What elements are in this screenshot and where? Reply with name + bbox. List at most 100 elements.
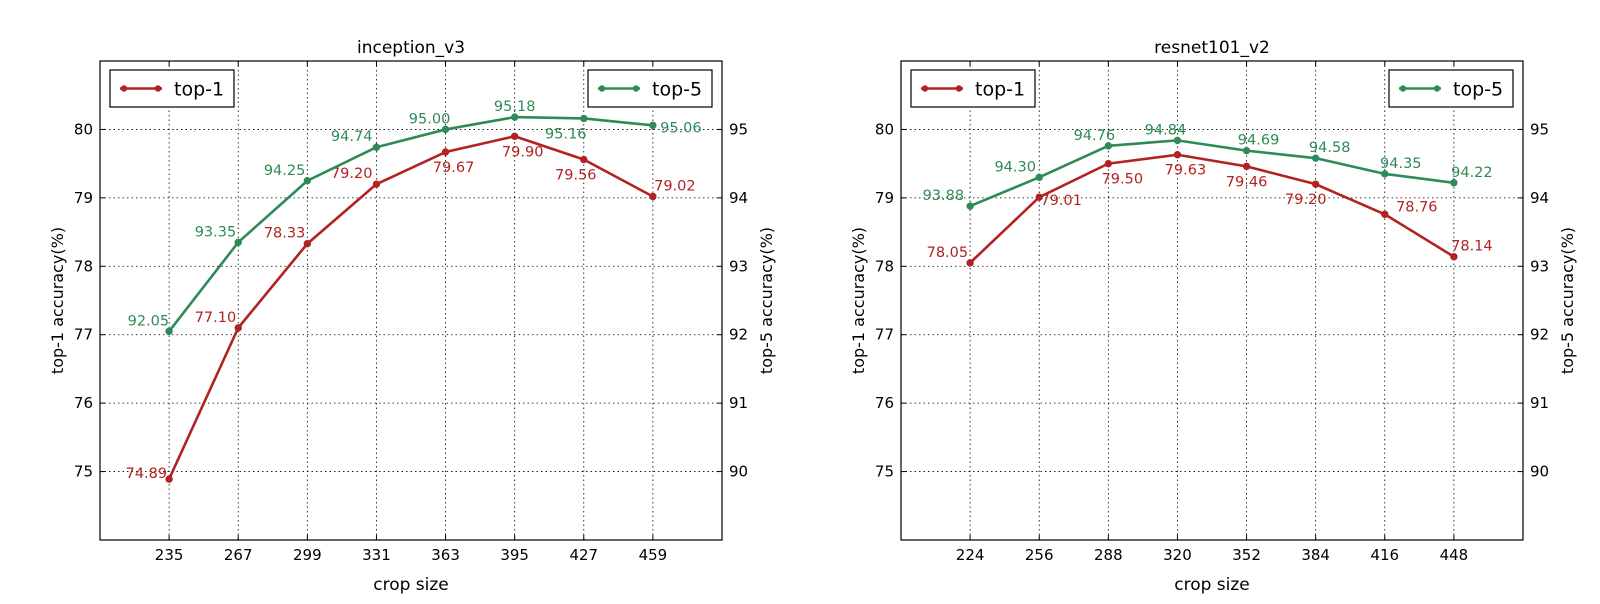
data-label: 94.69 <box>1238 133 1280 149</box>
data-label: 79.46 <box>1226 174 1268 190</box>
data-point <box>372 143 381 151</box>
legend-swatch-marker <box>921 85 929 92</box>
data-label: 78.76 <box>1396 199 1438 215</box>
legend-swatch-marker <box>120 85 128 92</box>
data-point <box>1381 210 1389 218</box>
data-point <box>234 324 242 332</box>
y-tick-label: 78 <box>74 257 93 275</box>
legend-label: top-1 <box>174 79 224 101</box>
data-point <box>1104 142 1113 150</box>
y-tick-label: 77 <box>74 326 93 344</box>
y-tick-label: 76 <box>74 394 93 412</box>
legend-top-5: top-5 <box>1388 69 1514 108</box>
data-label: 95.18 <box>494 99 536 115</box>
y-tick-label: 76 <box>875 394 894 412</box>
gridlines <box>100 61 722 540</box>
data-point <box>1381 170 1389 178</box>
x-tick-label: 256 <box>1025 546 1054 564</box>
y2-axis-label: top-5 accuracy(%) <box>757 227 776 374</box>
data-point <box>165 327 173 335</box>
y-tick-label: 77 <box>875 326 894 344</box>
series-top-1: 78.05 79.01 79.50 79.63 79.46 79.20 78.76 78.14 <box>927 151 1493 267</box>
data-label: 79.90 <box>502 144 544 160</box>
x-tick-label: 331 <box>362 546 391 564</box>
data-label: 79.01 <box>1040 193 1082 209</box>
data-point <box>1450 253 1458 261</box>
data-label: 94.84 <box>1145 122 1187 138</box>
x-tick-label: 384 <box>1301 546 1330 564</box>
y2-tick-label: 94 <box>1530 189 1549 207</box>
data-point <box>303 177 312 185</box>
x-tick-label: 235 <box>155 546 184 564</box>
legend-label: top-1 <box>975 79 1025 101</box>
data-label: 94.74 <box>331 129 373 145</box>
plot-frame <box>900 60 1524 541</box>
legend-swatch-marker <box>632 85 640 92</box>
data-label: 95.00 <box>409 111 451 127</box>
data-label: 79.63 <box>1165 163 1207 179</box>
data-point <box>1104 159 1113 168</box>
data-point <box>1173 136 1182 145</box>
y2-tick-label: 92 <box>1530 326 1549 344</box>
series-line-top-5 <box>168 115 654 333</box>
legend-swatch-marker <box>154 85 162 92</box>
data-label: 93.88 <box>923 188 965 204</box>
x-tick-label: 352 <box>1232 546 1261 564</box>
data-label: 78.14 <box>1451 239 1493 255</box>
data-label: 79.20 <box>331 166 373 182</box>
series-top-1: 74.89 77.10 78.33 79.20 79.67 79.90 79.56 79.02 <box>126 132 696 483</box>
data-point <box>1035 173 1043 182</box>
legend-top-5: top-5 <box>587 69 713 108</box>
data-label: 94.22 <box>1451 165 1493 181</box>
chart-title: resnet101_v2 <box>1154 38 1270 58</box>
data-point <box>441 125 450 134</box>
x-tick-label: 363 <box>431 546 460 564</box>
legend-label: top-5 <box>1453 79 1503 101</box>
data-point <box>1450 179 1458 187</box>
data-point <box>165 475 173 483</box>
y2-tick-label: 95 <box>729 120 748 138</box>
y2-tick-label: 95 <box>1530 120 1549 138</box>
y2-tick-label: 92 <box>729 326 748 344</box>
data-point <box>1035 193 1043 201</box>
data-label: 94.30 <box>994 159 1036 175</box>
x-tick-label: 459 <box>639 546 668 564</box>
data-point <box>372 180 381 188</box>
x-tick-label: 427 <box>569 546 598 564</box>
data-label: 74.89 <box>126 466 168 482</box>
legend-top-1: top-1 <box>109 69 235 108</box>
data-label: 93.35 <box>195 224 237 240</box>
data-point <box>580 155 588 164</box>
data-point <box>303 240 312 248</box>
data-point <box>649 121 657 130</box>
data-point <box>580 114 588 123</box>
data-label: 79.20 <box>1285 192 1327 208</box>
legend-swatch-marker <box>1399 85 1407 92</box>
x-tick-label: 395 <box>500 546 529 564</box>
data-label: 95.06 <box>660 120 702 136</box>
x-tick-label: 448 <box>1440 546 1469 564</box>
legend-top-1: top-1 <box>910 69 1036 108</box>
legend-label: top-5 <box>652 79 702 101</box>
y2-tick-label: 94 <box>729 189 748 207</box>
data-label: 94.58 <box>1309 140 1351 156</box>
legend-swatch-marker <box>955 85 963 92</box>
y2-tick-label: 93 <box>729 257 748 275</box>
legend-swatch-marker <box>598 85 606 92</box>
gridlines <box>901 61 1523 540</box>
data-point <box>1242 162 1251 171</box>
y-axis-label: top-1 accuracy(%) <box>48 227 67 374</box>
legend-swatch-marker <box>1433 85 1441 92</box>
chart-panel-2: 224 256 288 320 352 384 416 448 75 76 77 78 79 80 90 91… <box>849 38 1577 595</box>
data-point <box>1173 151 1182 159</box>
y-tick-label: 80 <box>74 120 93 138</box>
data-point <box>1242 146 1251 155</box>
plot-frame <box>99 60 723 541</box>
x-tick-label: 224 <box>956 546 985 564</box>
series-line-top-1 <box>167 134 654 480</box>
x-tick-label: 320 <box>1163 546 1192 564</box>
series-line-top-1 <box>969 153 1455 264</box>
data-point <box>1311 154 1320 162</box>
